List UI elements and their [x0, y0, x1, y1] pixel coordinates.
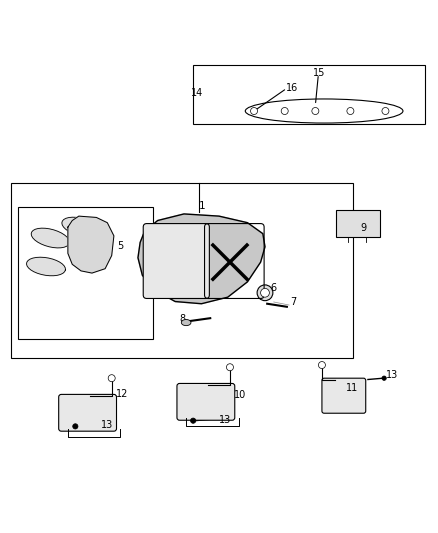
- Text: 7: 7: [290, 297, 296, 308]
- Polygon shape: [138, 214, 265, 304]
- Circle shape: [226, 364, 233, 371]
- FancyBboxPatch shape: [322, 378, 366, 413]
- Text: 2: 2: [39, 233, 46, 243]
- Circle shape: [191, 418, 196, 423]
- Text: 3: 3: [39, 264, 46, 273]
- Text: 12: 12: [116, 389, 128, 399]
- Circle shape: [318, 361, 325, 368]
- Polygon shape: [27, 257, 65, 276]
- Circle shape: [251, 108, 258, 115]
- Polygon shape: [62, 217, 100, 237]
- Circle shape: [382, 376, 386, 381]
- Circle shape: [257, 285, 273, 301]
- Circle shape: [312, 108, 319, 115]
- Text: 5: 5: [117, 241, 124, 251]
- Circle shape: [108, 375, 115, 382]
- Circle shape: [73, 424, 78, 429]
- Text: 8: 8: [180, 314, 186, 324]
- Circle shape: [261, 288, 269, 297]
- Ellipse shape: [181, 319, 191, 326]
- Text: 16: 16: [286, 83, 298, 93]
- Text: 10: 10: [234, 390, 247, 400]
- Polygon shape: [31, 228, 70, 248]
- FancyBboxPatch shape: [59, 394, 117, 431]
- Text: 13: 13: [101, 420, 113, 430]
- Text: 1: 1: [199, 201, 206, 211]
- FancyBboxPatch shape: [193, 65, 425, 124]
- Text: 6: 6: [271, 282, 277, 293]
- Circle shape: [281, 108, 288, 115]
- FancyBboxPatch shape: [336, 211, 380, 237]
- Text: 13: 13: [386, 370, 399, 380]
- FancyBboxPatch shape: [11, 183, 353, 359]
- FancyBboxPatch shape: [177, 383, 235, 420]
- Text: 9: 9: [360, 223, 366, 233]
- Polygon shape: [68, 216, 114, 273]
- Circle shape: [347, 108, 354, 115]
- Circle shape: [382, 108, 389, 115]
- FancyBboxPatch shape: [18, 207, 153, 339]
- Text: 4: 4: [92, 223, 98, 233]
- Text: 13: 13: [219, 415, 231, 425]
- Ellipse shape: [245, 99, 403, 123]
- FancyBboxPatch shape: [143, 223, 209, 298]
- Text: 11: 11: [346, 383, 358, 393]
- Text: 15: 15: [313, 68, 325, 78]
- Text: 14: 14: [191, 88, 203, 99]
